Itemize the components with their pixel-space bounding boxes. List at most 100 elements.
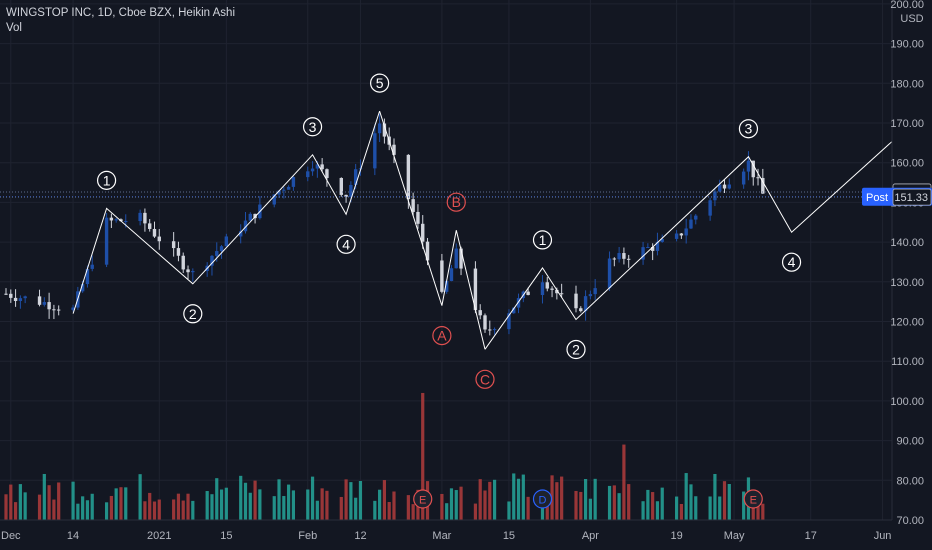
candle-body bbox=[761, 177, 765, 194]
candle-body bbox=[411, 199, 415, 212]
candle-body bbox=[641, 247, 645, 260]
volume-bar bbox=[421, 392, 425, 520]
candle-body bbox=[219, 246, 224, 252]
wave-label-circle bbox=[566, 339, 586, 360]
volume-bar bbox=[239, 475, 243, 520]
price-axis-tick: 140.00 bbox=[890, 237, 924, 249]
candle-body bbox=[114, 219, 118, 221]
volume-bar bbox=[306, 489, 310, 520]
candle-body bbox=[727, 184, 731, 189]
candle-body bbox=[478, 310, 482, 316]
candle-body bbox=[248, 213, 252, 221]
volume-bar bbox=[291, 490, 295, 520]
wave-label-text: 1 bbox=[539, 232, 547, 248]
candle-body bbox=[718, 184, 722, 192]
candle-body bbox=[622, 253, 626, 259]
wave-label-text: C bbox=[480, 371, 490, 387]
candle-body bbox=[392, 144, 396, 155]
volume-bar bbox=[713, 473, 717, 520]
volume-bar bbox=[52, 499, 56, 520]
volume-bar bbox=[449, 488, 454, 520]
volume-bar bbox=[617, 493, 621, 520]
wave-label-text: 1 bbox=[103, 172, 111, 188]
volume-bar bbox=[248, 492, 252, 520]
volume-bar bbox=[23, 492, 27, 520]
candle-body bbox=[306, 171, 310, 178]
wave-label-text: 3 bbox=[309, 119, 317, 135]
candle-body bbox=[382, 123, 387, 137]
volume-bar bbox=[157, 499, 161, 520]
candle-body bbox=[176, 248, 181, 256]
candle-body bbox=[181, 255, 185, 270]
candle-body bbox=[191, 271, 195, 273]
volume-bar bbox=[47, 485, 51, 520]
time-axis-tick: 15 bbox=[220, 530, 232, 542]
time-axis-tick: Apr bbox=[582, 530, 599, 542]
candle-body bbox=[272, 194, 276, 205]
volume-bar bbox=[727, 483, 731, 520]
volume-bar bbox=[186, 493, 190, 520]
wave-label-text: 2 bbox=[572, 342, 580, 358]
volume-bar bbox=[71, 481, 75, 520]
candle-body bbox=[13, 297, 18, 301]
candle-body bbox=[483, 315, 487, 330]
candle-body bbox=[171, 241, 176, 249]
volume-bar bbox=[219, 489, 224, 520]
candle-body bbox=[152, 228, 157, 237]
volume-bar bbox=[4, 494, 8, 520]
volume-bar bbox=[483, 490, 487, 520]
volume-bar bbox=[277, 479, 281, 520]
candle-body bbox=[18, 298, 23, 301]
price-axis-tick: 180.00 bbox=[890, 78, 924, 90]
time-axis-tick: Mar bbox=[432, 530, 451, 542]
candle-body bbox=[488, 329, 492, 331]
wave-label-circle bbox=[432, 326, 452, 346]
symbol-title[interactable]: WINGSTOP INC, 1D, Cboe BZX, Heikin Ashi bbox=[6, 7, 236, 19]
wave-label-circle bbox=[446, 192, 466, 212]
correction-wave-line bbox=[379, 110, 486, 350]
candle-body bbox=[56, 309, 61, 311]
candle-body bbox=[406, 154, 411, 200]
volume-indicator-label[interactable]: Vol bbox=[6, 22, 22, 34]
volume-bar bbox=[148, 492, 152, 520]
volume-bar bbox=[172, 499, 176, 520]
chart-legend: WINGSTOP INC, 1D, Cboe BZX, Heikin Ashi … bbox=[6, 6, 235, 36]
candle-body bbox=[674, 233, 679, 239]
candle-body bbox=[310, 168, 315, 172]
volume-bar bbox=[751, 501, 755, 520]
candle-body bbox=[148, 223, 152, 229]
volume-bar bbox=[651, 492, 655, 520]
candle-body bbox=[339, 177, 343, 195]
event-marker-earnings bbox=[413, 489, 433, 509]
candle-body bbox=[224, 236, 229, 247]
event-marker-dividend bbox=[532, 489, 553, 509]
candle-body bbox=[512, 307, 516, 314]
impulse-wave-line-2 bbox=[484, 110, 927, 350]
candle-body bbox=[119, 219, 123, 222]
volume-bar bbox=[646, 489, 650, 520]
candle-body bbox=[253, 213, 257, 219]
price-axis-tick: 170.00 bbox=[890, 118, 924, 130]
volume-bar bbox=[679, 504, 683, 520]
volume-bar bbox=[473, 503, 478, 520]
volume-bar bbox=[722, 481, 727, 520]
candle-body bbox=[444, 281, 449, 292]
volume-bar bbox=[454, 490, 458, 520]
candle-body bbox=[138, 212, 142, 222]
candle-body bbox=[239, 231, 243, 237]
volume-bar bbox=[205, 491, 209, 520]
time-axis-tick: 17 bbox=[805, 530, 817, 542]
candle-body bbox=[315, 164, 320, 169]
volume-bar bbox=[104, 502, 109, 520]
candle-body bbox=[4, 293, 8, 295]
volume-bar bbox=[114, 488, 118, 520]
price-axis-tick: 130.00 bbox=[890, 277, 924, 289]
volume-bar bbox=[191, 500, 195, 520]
volume-bar bbox=[344, 479, 348, 520]
candle-body bbox=[277, 190, 281, 195]
wave-label-text: A bbox=[437, 328, 447, 344]
volume-bar bbox=[655, 501, 660, 520]
candle-body bbox=[42, 302, 47, 305]
